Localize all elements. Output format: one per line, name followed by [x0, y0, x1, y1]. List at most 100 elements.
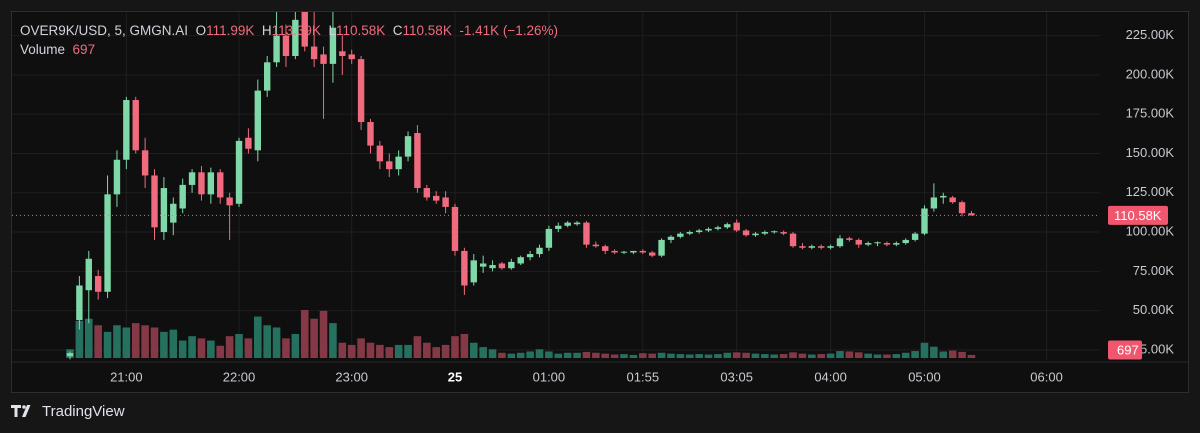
volume-bar	[770, 354, 779, 358]
candle-body	[151, 175, 158, 228]
candle-body	[66, 353, 74, 357]
candle-body	[404, 136, 412, 157]
volume-bar	[732, 352, 741, 358]
volume-bar	[808, 354, 816, 358]
volume-bar	[329, 323, 337, 358]
y-tick-label: 75.00K	[1133, 263, 1175, 278]
volume-bar	[432, 347, 441, 358]
volume-bar	[207, 340, 215, 358]
candle-body	[555, 225, 562, 229]
field-key: O	[195, 23, 207, 38]
volume-bar	[282, 338, 290, 358]
x-tick-label: 21:00	[110, 369, 143, 384]
volume-bar	[244, 338, 253, 358]
volume-bar	[169, 329, 178, 358]
volume-bar	[629, 354, 638, 358]
candle-body	[818, 246, 825, 248]
volume-bar	[272, 327, 281, 358]
candle-body	[733, 222, 740, 231]
volume-bar	[667, 353, 675, 358]
volume-value: 697	[72, 42, 96, 57]
chart-frame	[11, 11, 1189, 393]
candle-body	[742, 230, 750, 236]
candle-body	[864, 243, 872, 245]
candle-body	[921, 208, 928, 234]
x-tick-label: 03:05	[720, 369, 753, 384]
candle-body	[442, 197, 449, 207]
candles	[66, 12, 975, 360]
volume-bar	[84, 318, 93, 358]
candle-body	[292, 19, 299, 57]
volume-bar	[648, 353, 656, 358]
volume-bar	[939, 351, 948, 358]
volume-bar	[657, 352, 666, 358]
volume-bar	[235, 334, 243, 358]
candle-body	[508, 261, 515, 269]
volume-bar	[300, 310, 309, 358]
candle-body	[489, 265, 496, 269]
volume-bar	[601, 353, 610, 358]
candle-body	[846, 238, 853, 240]
candle-body	[592, 244, 600, 247]
candle-body	[630, 250, 637, 253]
volume-bar	[479, 347, 487, 358]
volume-bar	[254, 316, 262, 358]
volume-bar	[535, 349, 544, 358]
volume-bar	[789, 352, 797, 358]
x-tick-label: 23:00	[335, 369, 368, 384]
candle-body	[498, 263, 506, 269]
volume-bar	[948, 350, 957, 358]
x-tick-label: 04:00	[814, 369, 847, 384]
candle-body	[76, 285, 83, 321]
volume-bar	[178, 340, 187, 358]
candle-body	[329, 27, 337, 64]
volume-bar	[94, 325, 102, 358]
candle-body	[179, 184, 186, 209]
volume-bar	[826, 353, 835, 358]
change: -1.41K (−1.26%)	[459, 23, 559, 38]
volume-bar	[451, 336, 459, 358]
candle-body	[451, 206, 459, 251]
volume-bar	[714, 354, 722, 358]
candle-body	[752, 233, 759, 236]
candle-body	[254, 90, 261, 151]
candle-body	[357, 59, 365, 123]
candle-body	[564, 222, 571, 226]
volume-bar	[592, 352, 600, 358]
volume-bar	[376, 344, 384, 358]
volume-bar	[423, 342, 431, 358]
candle-body	[85, 258, 92, 291]
field-key: C	[392, 23, 403, 38]
volume-bar	[103, 331, 112, 358]
last-price-box	[1108, 205, 1168, 225]
candle-body	[367, 122, 374, 146]
candle-body	[724, 224, 731, 228]
volume-pane	[66, 310, 976, 358]
volume-bar	[441, 344, 450, 358]
x-tick-label: 22:00	[223, 369, 256, 384]
ohlc-fields: O111.99K H113.39K L110.58K C110.58K	[196, 23, 460, 38]
candle-body	[930, 197, 938, 209]
candle-body	[395, 156, 402, 170]
candle-body	[611, 250, 618, 253]
candle-body	[170, 203, 177, 223]
candle-body	[827, 246, 834, 248]
candle-body	[263, 62, 271, 91]
volume-bar	[695, 354, 703, 358]
field-value: 110.58K	[402, 23, 452, 38]
volume-bar	[554, 353, 563, 358]
volume-bar	[582, 351, 591, 358]
y-tick-label: 175.00K	[1126, 106, 1175, 121]
volume-bar	[873, 354, 882, 358]
volume-bar	[883, 354, 891, 358]
candle-body	[433, 195, 440, 201]
volume-bar	[563, 352, 572, 358]
volume-bar	[141, 325, 149, 358]
candle-body	[479, 263, 487, 267]
field-value: 110.58K	[335, 23, 386, 38]
field-key: H	[261, 23, 272, 38]
volume-bar	[845, 351, 854, 358]
candle-body	[855, 239, 862, 245]
